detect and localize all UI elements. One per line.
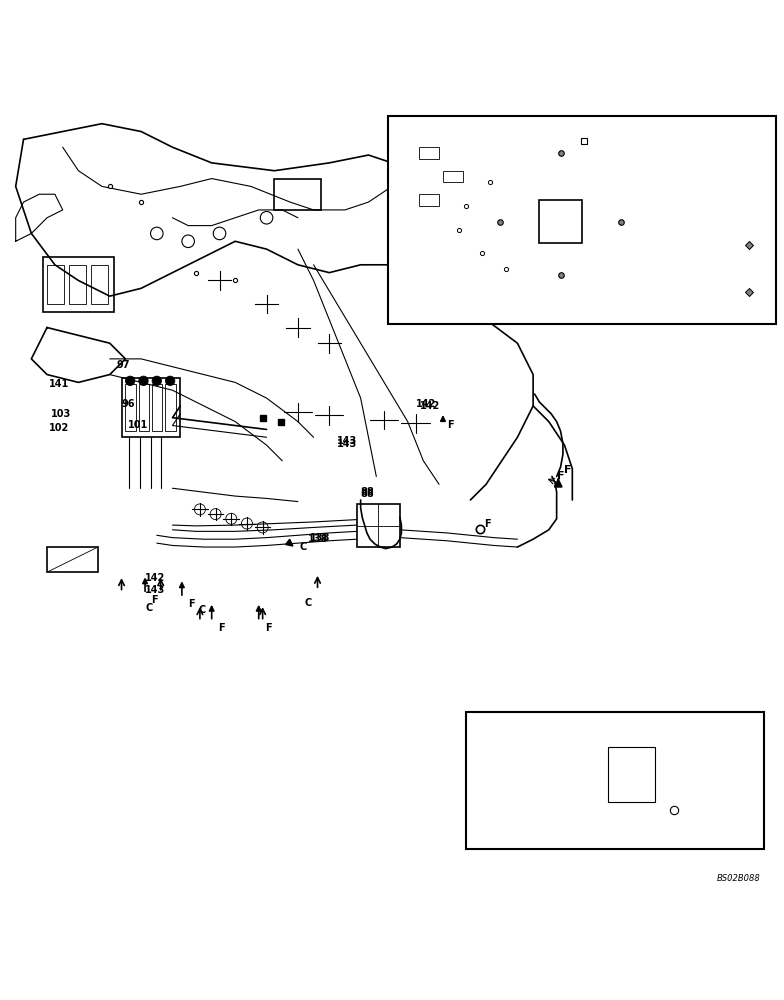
Bar <box>125 384 136 431</box>
Text: 112: 112 <box>532 268 550 277</box>
Bar <box>43 257 114 312</box>
Text: 141: 141 <box>49 379 70 389</box>
Text: C: C <box>299 542 307 552</box>
Text: F: F <box>151 595 158 605</box>
Text: 142: 142 <box>145 573 165 583</box>
Circle shape <box>125 376 135 386</box>
Bar <box>357 504 400 547</box>
Bar <box>152 384 162 431</box>
Text: F: F <box>557 471 564 481</box>
Text: 138: 138 <box>310 533 330 543</box>
Bar <box>388 116 776 324</box>
Text: 138: 138 <box>308 534 328 544</box>
Text: 120: 120 <box>592 147 611 156</box>
Text: F: F <box>447 420 453 430</box>
Text: 117: 117 <box>498 131 517 140</box>
Text: 88: 88 <box>361 487 375 497</box>
Text: 119: 119 <box>443 186 462 195</box>
Text: F: F <box>485 519 491 529</box>
Bar <box>466 712 764 849</box>
Text: 99: 99 <box>579 251 591 260</box>
Text: 107: 107 <box>592 742 611 751</box>
Bar <box>539 200 582 243</box>
Text: 116: 116 <box>547 252 566 261</box>
Text: F: F <box>474 832 482 842</box>
Circle shape <box>152 376 162 386</box>
Text: 96: 96 <box>122 399 135 409</box>
Text: 104: 104 <box>445 294 464 303</box>
Text: C: C <box>397 123 407 136</box>
Text: 88: 88 <box>426 229 438 238</box>
Text: C: C <box>198 605 205 615</box>
Text: F: F <box>218 623 224 633</box>
Text: 105: 105 <box>485 719 503 728</box>
Text: 143: 143 <box>337 436 358 446</box>
Text: C: C <box>145 603 152 613</box>
Bar <box>91 265 108 304</box>
Bar <box>608 747 655 802</box>
Text: 88: 88 <box>361 489 375 499</box>
Text: F: F <box>188 599 194 609</box>
Text: 91: 91 <box>445 235 458 244</box>
Text: 116: 116 <box>453 162 472 171</box>
Bar <box>69 265 86 304</box>
Bar <box>419 147 439 159</box>
Bar <box>274 179 321 210</box>
Text: 103: 103 <box>51 409 71 419</box>
Circle shape <box>165 376 175 386</box>
Text: 143: 143 <box>337 439 358 449</box>
Circle shape <box>139 376 148 386</box>
Text: 101: 101 <box>128 420 148 430</box>
Bar <box>47 265 64 304</box>
Text: F: F <box>265 623 271 633</box>
Text: BS02B088: BS02B088 <box>717 874 760 883</box>
Bar <box>419 194 439 206</box>
Text: 102: 102 <box>537 202 556 211</box>
Text: 97: 97 <box>116 360 129 370</box>
Text: 98: 98 <box>600 202 612 211</box>
Text: 87: 87 <box>414 294 426 303</box>
Bar <box>47 547 98 572</box>
Text: 102: 102 <box>49 423 70 433</box>
Text: 92: 92 <box>469 231 481 240</box>
Bar <box>139 384 149 431</box>
Text: 143: 143 <box>145 585 165 595</box>
Text: 142: 142 <box>416 399 436 409</box>
Text: F: F <box>564 465 572 475</box>
Text: 106: 106 <box>592 760 611 769</box>
Text: C: C <box>304 598 311 608</box>
Text: 142: 142 <box>419 401 440 411</box>
Bar <box>443 171 463 182</box>
Text: 111: 111 <box>545 280 564 289</box>
Bar <box>165 384 176 431</box>
Bar <box>122 378 180 437</box>
